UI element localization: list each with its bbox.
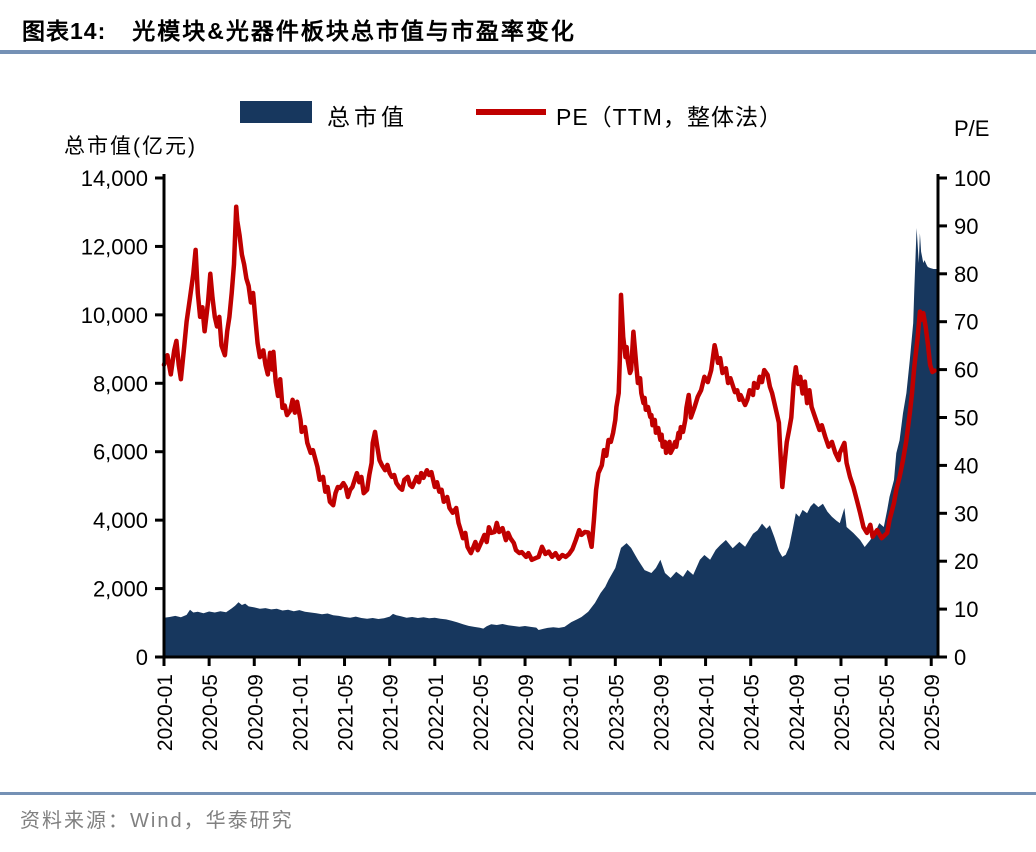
- x-axis-tick-label: 2022-05: [470, 674, 493, 751]
- x-axis-tick-label: 2025-09: [921, 674, 944, 751]
- figure-header: 图表14: 光模块&光器件板块总市值与市盈率变化: [22, 12, 576, 46]
- x-axis-tick-label: 2021-05: [335, 674, 358, 751]
- x-axis-tick-label: 2021-01: [289, 674, 312, 751]
- right-axis-tick-label: 40: [954, 453, 978, 478]
- left-axis-tick-label: 14,000: [81, 166, 148, 191]
- legend-line-swatch: [476, 109, 546, 115]
- right-axis-tick-label: 0: [954, 645, 966, 670]
- x-axis-tick-label: 2024-05: [741, 674, 764, 751]
- right-axis-tick-label: 70: [954, 310, 978, 335]
- left-axis-title: 总市值(亿元): [64, 135, 197, 158]
- x-axis-tick-label: 2023-09: [650, 674, 673, 751]
- left-axis-tick-label: 8,000: [93, 371, 148, 396]
- legend-bar-label: 总市值: [327, 104, 408, 130]
- left-axis-tick-label: 10,000: [81, 303, 148, 328]
- x-axis-tick-label: 2024-09: [786, 674, 809, 751]
- x-axis-tick-label: 2024-01: [696, 674, 719, 751]
- legend-bar-swatch: [240, 101, 312, 123]
- figure-title: 光模块&光器件板块总市值与市盈率变化: [132, 18, 576, 44]
- x-axis-tick-label: 2020-01: [154, 674, 177, 751]
- right-axis-tick-label: 100: [954, 166, 991, 191]
- right-axis-tick-label: 60: [954, 358, 978, 383]
- right-axis-tick-label: 30: [954, 501, 978, 526]
- right-axis-tick-label: 80: [954, 262, 978, 287]
- right-axis-tick-label: 20: [954, 549, 978, 574]
- left-axis-tick-label: 2,000: [93, 577, 148, 602]
- x-axis-tick-label: 2022-01: [425, 674, 448, 751]
- right-axis-tick-label: 50: [954, 406, 978, 431]
- x-axis-tick-label: 2025-01: [831, 674, 854, 751]
- pe-ttm-line-series: [161, 204, 937, 563]
- source-text: 资料来源：Wind，华泰研究: [20, 810, 294, 832]
- x-axis-tick-label: 2022-09: [515, 674, 538, 751]
- x-axis-tick-label: 2020-09: [244, 674, 267, 751]
- x-axis-tick-label: 2021-09: [380, 674, 403, 751]
- title-divider-rule: [0, 50, 1036, 54]
- right-axis-title: P/E: [954, 116, 990, 141]
- left-axis-tick-label: 4,000: [93, 508, 148, 533]
- left-axis-tick-label: 12,000: [81, 234, 148, 259]
- figure-number-label: 图表14:: [22, 18, 107, 44]
- x-axis-tick-label: 2025-05: [876, 674, 899, 751]
- x-axis-tick-label: 2023-05: [605, 674, 628, 751]
- source-divider-rule: [0, 792, 1036, 795]
- right-axis-tick-label: 90: [954, 214, 978, 239]
- legend-line-label: PE（TTM，整体法）: [556, 104, 783, 130]
- chart-legend: 总市值 PE（TTM，整体法）: [0, 96, 1036, 130]
- market-cap-bars-series: [164, 228, 938, 657]
- left-axis-tick-label: 6,000: [93, 440, 148, 465]
- left-axis-tick-label: 0: [136, 645, 148, 670]
- right-axis-tick-label: 10: [954, 597, 978, 622]
- x-axis-tick-label: 2020-05: [199, 674, 222, 751]
- x-axis-tick-label: 2023-01: [560, 674, 583, 751]
